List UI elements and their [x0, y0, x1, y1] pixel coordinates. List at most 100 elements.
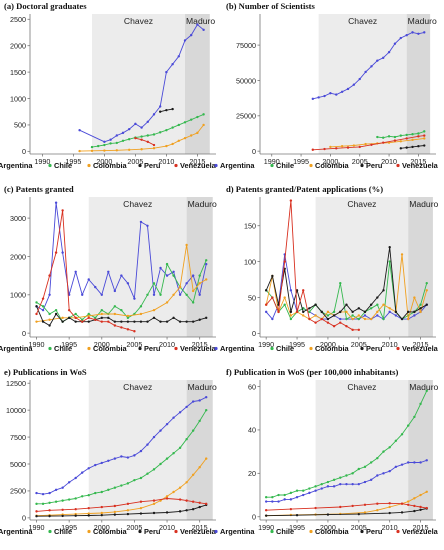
data-point-argentina — [54, 488, 58, 492]
data-point-peru — [159, 110, 162, 113]
data-point-peru — [407, 310, 410, 314]
data-point-venezuela — [41, 297, 45, 300]
data-point-peru — [120, 320, 123, 323]
data-point-chile — [165, 129, 168, 132]
x-tick-label: 1995 — [289, 340, 305, 349]
data-point-chile — [152, 133, 156, 136]
data-point-colombia — [152, 502, 156, 506]
data-point-colombia — [78, 149, 81, 153]
period-band-chavez — [88, 197, 187, 337]
data-point-peru — [171, 107, 174, 111]
data-point-venezuela — [152, 499, 156, 502]
data-point-argentina — [264, 500, 268, 503]
data-point-argentina — [172, 416, 175, 419]
panel-f: f) Publication in WoS (per 100,000 inhab… — [214, 366, 444, 549]
data-point-peru — [172, 316, 175, 320]
data-point-chile — [191, 301, 195, 304]
data-point-argentina — [308, 491, 311, 495]
data-point-peru — [264, 289, 268, 292]
x-tick-label: 2005 — [352, 157, 368, 166]
data-point-peru — [139, 512, 143, 515]
data-point-argentina — [388, 469, 391, 473]
data-point-argentina — [152, 293, 156, 297]
x-tick-label: 2000 — [94, 523, 110, 532]
data-point-venezuela — [376, 502, 379, 505]
data-point-colombia — [388, 505, 391, 509]
data-point-colombia — [202, 123, 205, 127]
data-point-colombia — [364, 142, 367, 146]
data-point-colombia — [283, 296, 286, 299]
y-tick-label: 1500 — [10, 68, 26, 77]
data-point-venezuela — [74, 508, 77, 511]
legend-label-argentina: Argentina — [0, 161, 33, 170]
data-point-chile — [35, 301, 38, 304]
data-point-chile — [363, 465, 367, 469]
panel-e: e) Publications in WoS Chavez Maduro 0 2500… — [0, 366, 222, 549]
data-point-chile — [407, 424, 410, 427]
legend-marker-peru — [360, 346, 364, 351]
data-point-chile — [107, 488, 110, 492]
data-point-venezuela — [126, 328, 130, 331]
legend-label-peru: Peru — [366, 161, 383, 170]
data-point-chile — [87, 312, 90, 316]
data-point-chile — [120, 484, 123, 487]
data-point-venezuela — [407, 503, 410, 507]
data-point-argentina — [289, 289, 293, 292]
y-tick-label: 7500 — [10, 433, 26, 442]
data-point-venezuela — [357, 328, 361, 332]
data-point-peru — [345, 303, 348, 306]
data-point-venezuela — [302, 289, 305, 292]
data-point-chile — [113, 305, 117, 308]
data-point-colombia — [191, 289, 195, 293]
data-point-argentina — [411, 31, 414, 34]
data-point-venezuela — [113, 504, 117, 508]
data-point-colombia — [352, 144, 356, 147]
data-point-venezuela — [54, 251, 58, 254]
data-point-chile — [289, 491, 293, 495]
y-tick-label: 0 — [252, 513, 256, 522]
data-point-venezuela — [87, 506, 90, 510]
y-tick-label: 10000 — [6, 406, 26, 415]
data-point-peru — [326, 513, 330, 516]
data-point-argentina — [264, 310, 268, 314]
x-tick-label: 1995 — [289, 523, 305, 532]
y-tick-label: 40 — [248, 426, 256, 435]
data-point-chile — [196, 115, 199, 119]
data-point-venezuela — [413, 504, 416, 508]
data-point-argentina — [400, 463, 404, 466]
data-point-peru — [87, 514, 90, 517]
data-point-peru — [388, 511, 391, 515]
legend-label-colombia: Colombia — [315, 344, 350, 353]
data-point-colombia — [205, 278, 208, 281]
data-point-argentina — [196, 23, 199, 26]
data-point-colombia — [126, 509, 130, 512]
data-point-colombia — [128, 148, 131, 151]
data-point-argentina — [48, 491, 51, 495]
data-point-colombia — [407, 500, 410, 503]
data-point-argentina — [109, 138, 112, 141]
data-point-chile — [103, 143, 106, 147]
data-point-chile — [308, 487, 311, 490]
period-label-maduro: Maduro — [188, 199, 217, 209]
data-point-chile — [177, 123, 180, 127]
data-point-peru — [139, 320, 143, 323]
data-point-chile — [190, 118, 193, 121]
y-tick-label: 1000 — [10, 94, 26, 103]
data-point-chile — [67, 498, 71, 501]
data-point-colombia — [90, 149, 94, 153]
data-point-venezuela — [363, 503, 367, 507]
data-point-argentina — [399, 36, 402, 40]
period-band-chavez — [315, 380, 409, 520]
data-point-peru — [413, 509, 416, 513]
data-point-venezuela — [198, 501, 201, 504]
data-point-chile — [357, 467, 361, 471]
data-point-chile — [185, 293, 188, 297]
data-point-venezuela — [146, 140, 149, 144]
data-point-peru — [61, 320, 64, 323]
data-point-chile — [405, 133, 408, 137]
data-point-venezuela — [67, 308, 71, 312]
data-point-chile — [369, 461, 373, 464]
data-point-peru — [419, 508, 422, 511]
data-point-peru — [314, 303, 317, 306]
data-point-argentina — [370, 65, 373, 68]
